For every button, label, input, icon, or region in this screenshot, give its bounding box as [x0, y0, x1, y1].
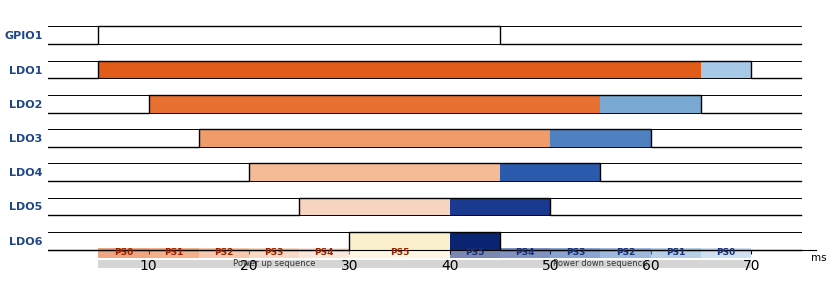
Bar	[98, 61, 751, 78]
Text: PS1: PS1	[666, 248, 686, 257]
Bar	[300, 198, 550, 215]
Text: PS2: PS2	[616, 248, 636, 257]
Bar	[450, 198, 550, 215]
Text: PS0: PS0	[114, 248, 133, 257]
Bar	[601, 248, 651, 258]
Text: ms: ms	[811, 253, 827, 264]
Text: PS5: PS5	[465, 248, 484, 257]
Text: PS3: PS3	[265, 248, 284, 257]
Bar	[98, 260, 450, 268]
Bar	[349, 232, 500, 250]
Bar	[450, 260, 751, 268]
Text: PS3: PS3	[566, 248, 585, 257]
Bar	[149, 248, 199, 258]
Text: PS5: PS5	[390, 248, 409, 257]
Bar	[249, 248, 300, 258]
Text: Power down sequence: Power down sequence	[553, 259, 648, 268]
Text: PS0: PS0	[716, 248, 735, 257]
Bar	[550, 248, 601, 258]
Text: PS2: PS2	[214, 248, 234, 257]
Bar	[199, 248, 249, 258]
Bar	[500, 248, 550, 258]
Bar	[701, 248, 751, 258]
Text: Power up sequence: Power up sequence	[233, 259, 315, 268]
Bar	[149, 95, 701, 113]
Text: PS4: PS4	[515, 248, 535, 257]
Text: PS1: PS1	[164, 248, 183, 257]
Bar	[651, 248, 701, 258]
Bar	[249, 163, 601, 181]
Bar	[450, 232, 500, 250]
Bar	[550, 129, 651, 147]
Bar	[300, 248, 349, 258]
Bar	[701, 61, 751, 78]
Bar	[450, 248, 500, 258]
Text: PS4: PS4	[314, 248, 334, 257]
Bar	[500, 163, 601, 181]
Bar	[601, 95, 701, 113]
Bar	[98, 248, 149, 258]
Bar	[199, 129, 651, 147]
Bar	[349, 248, 450, 258]
